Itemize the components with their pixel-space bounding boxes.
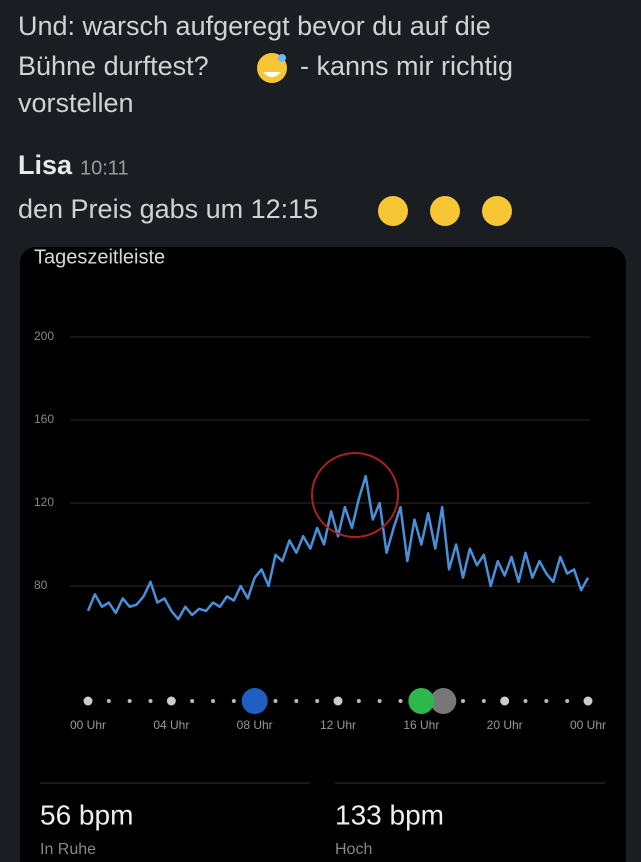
message-line: Und: warsch aufgeregt bevor du auf die [18, 11, 491, 41]
message-text: den Preis gabs um 12:15 [18, 194, 318, 224]
dot [273, 699, 278, 703]
timeline-dots [106, 688, 570, 714]
x-tick-label: 08 Uhr [237, 718, 273, 732]
message-line: vorstellen [18, 88, 134, 118]
message-line: Bühne durftest? [18, 51, 209, 81]
dot [106, 699, 111, 703]
x-tick-label: 12 Uhr [320, 718, 356, 732]
x-tick-mark [583, 696, 593, 706]
y-tick-label: 200 [34, 329, 54, 343]
emoji [257, 53, 287, 83]
dot [127, 699, 132, 703]
y-tick-label: 160 [34, 412, 54, 426]
dot [294, 699, 299, 703]
dot [231, 699, 236, 703]
dot [481, 699, 486, 703]
stat-label: Hoch [335, 841, 372, 858]
dot [190, 699, 195, 703]
dot [565, 699, 570, 703]
dot [523, 699, 528, 703]
x-tick-label: 04 Uhr [153, 718, 189, 732]
dot [315, 699, 320, 703]
annotation-circle [311, 452, 399, 538]
x-tick-mark [166, 696, 176, 706]
chart-title: Tageszeitleiste [34, 246, 165, 268]
dot [461, 699, 465, 703]
dot [356, 699, 361, 703]
dot [377, 699, 382, 703]
stat-label: In Ruhe [40, 841, 96, 858]
x-tick-label: 00 Uhr [570, 718, 606, 732]
y-tick-label: 120 [34, 495, 54, 509]
dot [148, 699, 153, 703]
emoji [378, 196, 512, 226]
stat-value: 133 bpm [335, 799, 444, 830]
author[interactable]: Lisa [18, 150, 73, 180]
stat-value: 56 bpm [40, 799, 133, 830]
x-tick-mark [83, 696, 93, 706]
event-icon [408, 688, 435, 714]
chart-panel [20, 247, 626, 862]
x-tick-label: 20 Uhr [487, 718, 523, 732]
plot: 80 120 160 200 00 Uhr 04 Uhr 08 Uhr 12 Uhr 16 Uh… [34, 329, 606, 732]
line [86, 474, 590, 621]
event-icon [430, 688, 457, 714]
event-icon [241, 688, 268, 714]
x-tick-mark [500, 696, 510, 706]
dot [211, 699, 215, 703]
x-tick-label: 16 Uhr [403, 718, 439, 732]
dot [398, 699, 403, 703]
timestamp: 10:11 [80, 157, 129, 179]
message-line: - kanns mir richtig [300, 51, 513, 81]
dot [544, 699, 549, 703]
x-tick-mark [333, 696, 343, 706]
x-tick-label: 00 Uhr [70, 718, 106, 732]
y-tick-label: 80 [34, 578, 48, 592]
